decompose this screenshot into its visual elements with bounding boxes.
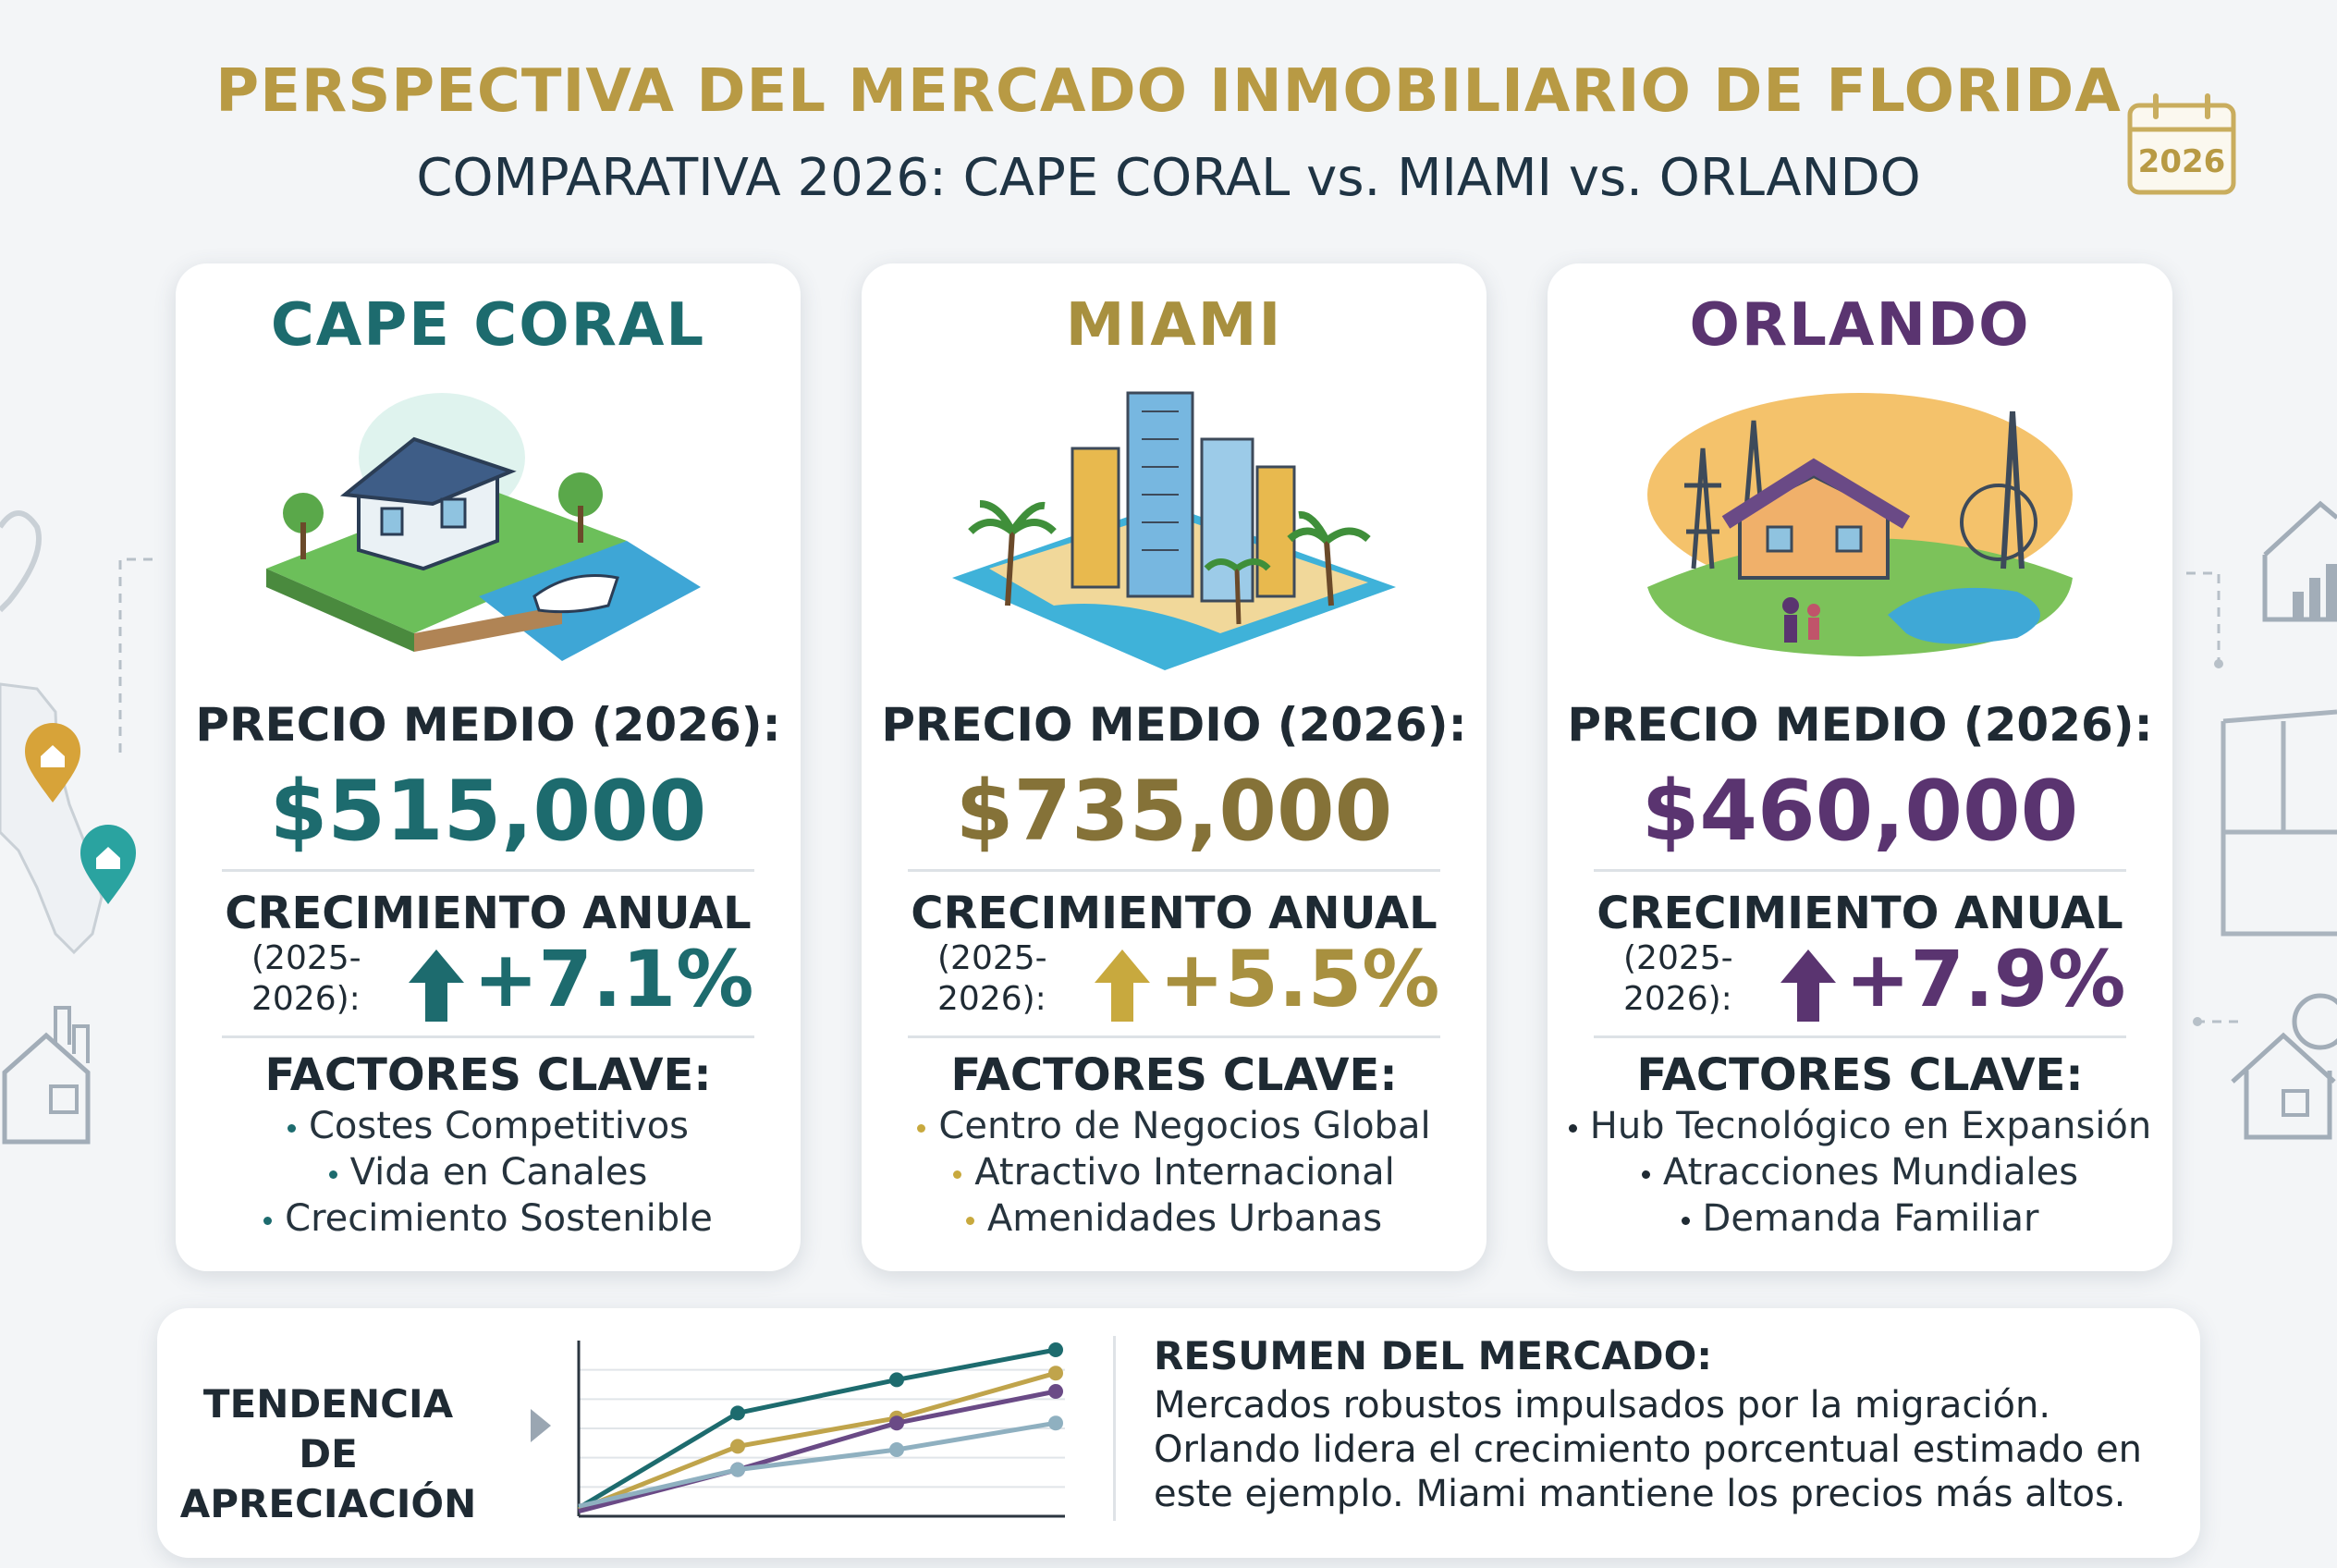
data-point bbox=[889, 1415, 904, 1431]
appreciation-trend-chart bbox=[577, 1341, 1065, 1518]
price-value: $460,000 bbox=[1641, 763, 2079, 860]
data-point bbox=[1048, 1384, 1063, 1399]
city-name: MIAMI bbox=[1065, 291, 1283, 360]
bullet-icon bbox=[287, 1123, 296, 1133]
factors-list: Costes Competitivos Vida en Canales Crec… bbox=[176, 1103, 801, 1242]
waterfront-house-illustration bbox=[266, 393, 701, 661]
price-label: PRECIO MEDIO (2026): bbox=[881, 698, 1467, 752]
factors-list: Hub Tecnológico en Expansión Atracciones… bbox=[1548, 1103, 2172, 1242]
page-subtitle: COMPARATIVA 2026: CAPE CORAL vs. MIAMI v… bbox=[416, 148, 1921, 208]
family-home-attractions-illustration bbox=[1647, 393, 2073, 656]
connector-line bbox=[2186, 571, 2223, 668]
trend-label: TENDENCIA DE APRECIACIÓN bbox=[179, 1381, 477, 1526]
factor-item: Hub Tecnológico en Expansión bbox=[1548, 1103, 2172, 1149]
location-pin-icon bbox=[25, 723, 80, 802]
bullet-icon bbox=[953, 1170, 962, 1179]
growth-label: CRECIMIENTO ANUAL bbox=[1597, 888, 2123, 939]
growth-value: +5.5% bbox=[1159, 934, 1440, 1024]
calendar-year: 2026 bbox=[2137, 143, 2226, 180]
factor-item: Atractivo Internacional bbox=[862, 1149, 1487, 1195]
connector-line bbox=[118, 557, 153, 753]
data-point bbox=[889, 1442, 904, 1457]
factors-label: FACTORES CLAVE: bbox=[264, 1049, 712, 1101]
house-pin-icon bbox=[2231, 993, 2337, 1140]
data-point bbox=[730, 1439, 745, 1454]
series-line-3 bbox=[578, 1420, 1057, 1509]
data-point bbox=[1048, 1342, 1063, 1357]
bullet-icon bbox=[965, 1216, 974, 1225]
price-value: $515,000 bbox=[269, 763, 707, 860]
city-card-miami: MIAMI PRECIO MEDIO (2026): $735,000 CREC… bbox=[862, 263, 1487, 1271]
summary-line: Orlando lidera el crecimiento porcentual… bbox=[1154, 1428, 2143, 1471]
divider bbox=[1113, 1336, 1116, 1521]
price-label: PRECIO MEDIO (2026): bbox=[1567, 698, 2153, 752]
city-name: ORLANDO bbox=[1689, 291, 2031, 360]
connector-line bbox=[2193, 1017, 2242, 1026]
building-icon bbox=[2, 1006, 91, 1145]
data-point bbox=[730, 1405, 745, 1421]
factor-item: Atracciones Mundiales bbox=[1548, 1149, 2172, 1195]
bullet-icon bbox=[263, 1216, 273, 1225]
price-label: PRECIO MEDIO (2026): bbox=[195, 698, 781, 752]
bullet-icon bbox=[917, 1123, 926, 1133]
series-line-1 bbox=[578, 1370, 1057, 1513]
price-value: $735,000 bbox=[955, 763, 1393, 860]
summary-line: este ejemplo. Miami mantiene los precios… bbox=[1154, 1473, 2126, 1515]
summary-text: Mercados robustos impulsados por la migr… bbox=[1154, 1383, 2198, 1516]
arrow-up-icon bbox=[1780, 949, 1836, 1022]
bullet-icon bbox=[1681, 1216, 1690, 1225]
bullet-icon bbox=[1641, 1170, 1650, 1179]
growth-period: (2025- 2026): bbox=[1623, 939, 1733, 1018]
divider bbox=[1594, 869, 2126, 872]
divider bbox=[908, 1035, 1440, 1038]
house-chart-icon bbox=[2262, 500, 2337, 622]
data-point bbox=[1048, 1415, 1063, 1431]
factors-label: FACTORES CLAVE: bbox=[1636, 1049, 2084, 1101]
summary-panel bbox=[157, 1308, 2200, 1558]
series-line-0 bbox=[577, 1347, 1057, 1511]
city-name: CAPE CORAL bbox=[270, 291, 706, 360]
divider bbox=[1594, 1035, 2126, 1038]
summary-line: Mercados robustos impulsados por la migr… bbox=[1154, 1384, 2051, 1427]
growth-label: CRECIMIENTO ANUAL bbox=[225, 888, 752, 939]
map-grid-icon bbox=[2221, 709, 2337, 937]
arrow-up-icon bbox=[1095, 949, 1150, 1022]
factor-item: Costes Competitivos bbox=[176, 1103, 801, 1149]
city-skyline-beach-illustration bbox=[952, 391, 1396, 670]
bullet-icon bbox=[328, 1170, 337, 1179]
factor-item: Demanda Familiar bbox=[1548, 1195, 2172, 1242]
divider bbox=[908, 869, 1440, 872]
location-pin-icon bbox=[80, 825, 136, 904]
data-point bbox=[730, 1462, 745, 1477]
series-line-2 bbox=[578, 1389, 1057, 1514]
calendar-icon: 2026 bbox=[2126, 92, 2237, 196]
city-card-cape-coral: CAPE CORAL PRECIO MEDIO (2026): $515,000… bbox=[176, 263, 801, 1271]
arrow-up-icon bbox=[409, 949, 464, 1022]
growth-label: CRECIMIENTO ANUAL bbox=[911, 888, 1438, 939]
factor-item: Crecimiento Sostenible bbox=[176, 1195, 801, 1242]
divider bbox=[222, 1035, 754, 1038]
factor-item: Vida en Canales bbox=[176, 1149, 801, 1195]
factors-list: Centro de Negocios Global Atractivo Inte… bbox=[862, 1103, 1487, 1242]
growth-value: +7.9% bbox=[1845, 934, 2126, 1024]
growth-period: (2025- 2026): bbox=[937, 939, 1047, 1018]
factors-label: FACTORES CLAVE: bbox=[950, 1049, 1398, 1101]
divider bbox=[222, 869, 754, 872]
growth-value: +7.1% bbox=[473, 934, 754, 1024]
bullet-icon bbox=[1568, 1123, 1577, 1133]
summary-title: RESUMEN DEL MERCADO: bbox=[1154, 1333, 1713, 1378]
page-title: PERSPECTIVA DEL MERCADO INMOBILIARIO DE … bbox=[215, 57, 2122, 126]
chevron-right-icon bbox=[531, 1409, 551, 1442]
factor-item: Amenidades Urbanas bbox=[862, 1195, 1487, 1242]
growth-period: (2025- 2026): bbox=[251, 939, 361, 1018]
data-point bbox=[1048, 1366, 1063, 1381]
data-point bbox=[889, 1372, 904, 1388]
factor-item: Centro de Negocios Global bbox=[862, 1103, 1487, 1149]
city-card-orlando: ORLANDO PRECIO MEDIO (2026): $460,000 CR… bbox=[1548, 263, 2172, 1271]
